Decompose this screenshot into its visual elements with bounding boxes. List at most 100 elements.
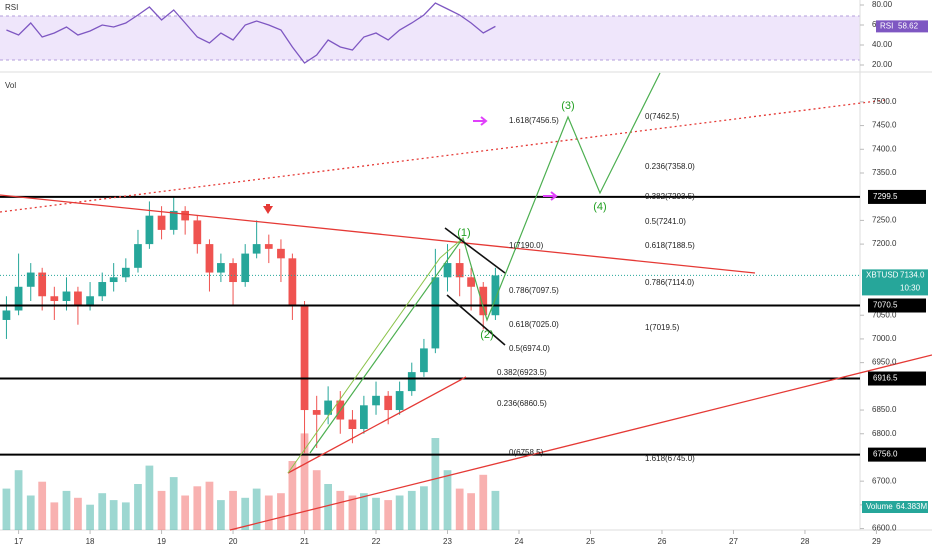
y-tick-label: 7200.0 (872, 239, 897, 248)
rsi-badge (876, 20, 928, 33)
fib-label: 1.618(7456.5) (509, 116, 559, 125)
fib-label: 0(6758.5) (509, 448, 544, 457)
last-price: 7134.0 (900, 271, 925, 280)
candle-body (348, 419, 357, 430)
x-tick-label: 29 (872, 537, 881, 546)
fib-label: 0.5(6974.0) (509, 344, 550, 353)
volume-bar (443, 470, 452, 530)
level-badge (868, 189, 926, 204)
x-tick-label: 20 (229, 537, 238, 546)
fib-label: 0.5(7241.0) (645, 217, 686, 226)
fib-label: 0.236(6860.5) (497, 399, 547, 408)
candle-body (50, 296, 59, 301)
countdown: 10:30 (900, 284, 921, 293)
trendline-short (287, 376, 467, 474)
fib-label: 0.786(7097.5) (509, 286, 559, 295)
candle-body (300, 305, 309, 411)
x-tick-label: 25 (586, 537, 595, 546)
volume-bar (407, 490, 416, 530)
symbol-badge (862, 269, 928, 296)
volume-bar (86, 504, 94, 530)
candle-body (86, 296, 94, 306)
candle-body (134, 244, 142, 268)
y-tick-label: 7500.0 (872, 97, 897, 106)
volume-title: Vol (5, 81, 16, 90)
candle-body (26, 272, 35, 287)
volume-bar (360, 493, 368, 530)
volume-bar (384, 500, 393, 530)
fib-label: 0.382(6923.5) (497, 368, 547, 377)
volume-bar (491, 490, 500, 530)
candle-body (157, 215, 166, 230)
candle-body (455, 263, 464, 278)
volume-bar (420, 486, 428, 530)
volume-bar (288, 461, 297, 530)
candle-body (241, 253, 250, 283)
volume-label: Volume (866, 502, 893, 511)
x-tick-label: 26 (658, 537, 667, 546)
y-tick-label: 6850.0 (872, 405, 897, 414)
candle-body (98, 282, 107, 297)
flag-lower (446, 294, 506, 346)
level-badge (868, 298, 926, 313)
volume-bar (217, 500, 225, 530)
volume-bar (74, 497, 82, 530)
candle-body (62, 291, 71, 301)
volume-bar (229, 490, 237, 530)
candle-body (395, 391, 404, 411)
y-tick-label: 7450.0 (872, 121, 897, 130)
volume-bar (134, 484, 142, 530)
wave-label: (2) (480, 329, 493, 341)
fib-label: 1(7019.5) (645, 323, 680, 332)
candle-body (491, 275, 500, 316)
y-tick-label: 6700.0 (872, 476, 897, 485)
labels: 17 18 19 20 21 22 23 24 25 26 27 28 29 7500.0 7450.0 74… (14, 0, 928, 546)
candle-body (193, 220, 202, 245)
fib-label: 0.618(7188.5) (645, 241, 695, 250)
volume-bar (467, 493, 475, 530)
volume-bar (395, 495, 404, 530)
volume-bar (455, 488, 464, 530)
volume-bar (264, 495, 273, 530)
volume-bar (121, 502, 130, 530)
candle-body (407, 372, 416, 392)
x-tick-label: 27 (729, 537, 738, 546)
y-tick-label: 6600.0 (872, 524, 897, 533)
rsi-badge-title: RSI (880, 21, 893, 30)
x-tick-label: 23 (443, 537, 452, 546)
volume-bar (431, 438, 440, 530)
volume-bar (277, 493, 285, 530)
candle-body (372, 395, 380, 406)
candle-body (145, 215, 154, 245)
rsi-band (0, 16, 860, 60)
volume-bar (145, 465, 154, 530)
volume-bar (193, 486, 202, 530)
rsi-title: RSI (5, 3, 18, 12)
x-tick-label: 28 (801, 537, 810, 546)
fib-label: 0(7462.5) (645, 112, 680, 121)
candle-body (217, 263, 225, 273)
volume-bar (479, 474, 488, 530)
flag-upper (444, 227, 506, 274)
volume-bar (169, 477, 178, 530)
candle-body (277, 248, 285, 259)
y-tick-label: 7400.0 (872, 144, 897, 153)
x-tick-label: 19 (157, 537, 166, 546)
candle-body (443, 263, 452, 278)
candle-body (312, 410, 321, 415)
volume-bar (372, 497, 380, 530)
down-arrow (263, 204, 273, 214)
trendline (0, 194, 756, 274)
fib-label: 1.618(6745.0) (645, 454, 695, 463)
volume-bar (157, 490, 166, 530)
candle-body (288, 258, 297, 306)
x-tick-label: 24 (515, 537, 524, 546)
magenta-arrow (473, 116, 488, 126)
candle-body (324, 400, 333, 415)
volume-bar (109, 500, 118, 530)
candle-body (384, 395, 393, 411)
candle-body (264, 244, 273, 249)
fib-label: 0.236(7358.0) (645, 162, 695, 171)
rsi-tick-label: 80.00 (872, 0, 893, 9)
